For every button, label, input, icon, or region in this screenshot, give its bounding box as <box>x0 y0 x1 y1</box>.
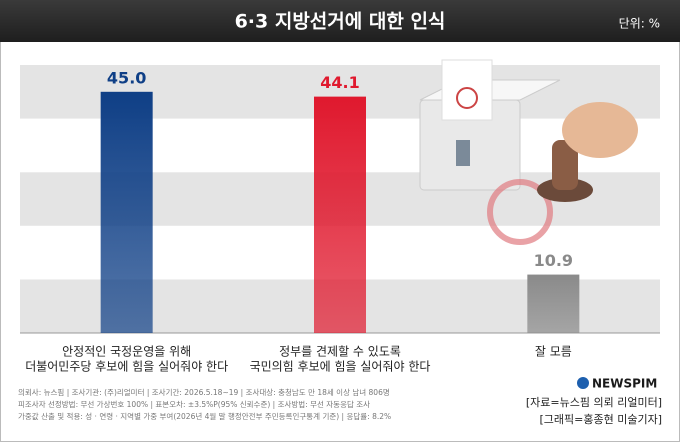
bar <box>100 91 153 333</box>
x-tick-label: 잘 모름 <box>535 345 572 359</box>
x-tick-label: 더불어민주당 후보에 힘을 실어줘야 한다 <box>25 360 228 374</box>
note: 의뢰사: 뉴스핌 | 조사기관: (주)리얼미터 | 조사기간: 2026.5.… <box>18 387 390 397</box>
credit: [그래픽=홍종현 미술기자] <box>540 412 663 426</box>
value-label: 45.0 <box>107 68 146 87</box>
note: 피조사자 선정방법: 무선 가상번호 100% | 표본오차: ±3.5%P(9… <box>18 399 370 409</box>
x-tick-label: 국민의힘 후보에 힘을 실어줘야 한다 <box>250 360 431 374</box>
bar <box>527 274 580 333</box>
note: 가중값 산출 및 적용: 성 · 연령 · 지역별 가중 부여(2026년 4월… <box>18 411 391 421</box>
header <box>0 0 680 42</box>
value-label: 10.9 <box>534 251 573 270</box>
ballot-illustration <box>419 59 638 245</box>
bar <box>314 96 366 334</box>
x-tick-label: 정부를 견제할 수 있도록 <box>279 345 401 359</box>
logo: NEWSPIM <box>592 377 657 391</box>
value-label: 44.1 <box>320 73 359 92</box>
chart-title: 6·3 지방선거에 대한 인식 <box>235 11 446 33</box>
logo-mark <box>577 377 589 389</box>
credit: [자료=뉴스핌 의뢰 리얼미터] <box>526 395 662 409</box>
x-tick-label: 안정적인 국정운영을 위해 <box>62 345 191 359</box>
unit: 단위: % <box>619 17 660 31</box>
